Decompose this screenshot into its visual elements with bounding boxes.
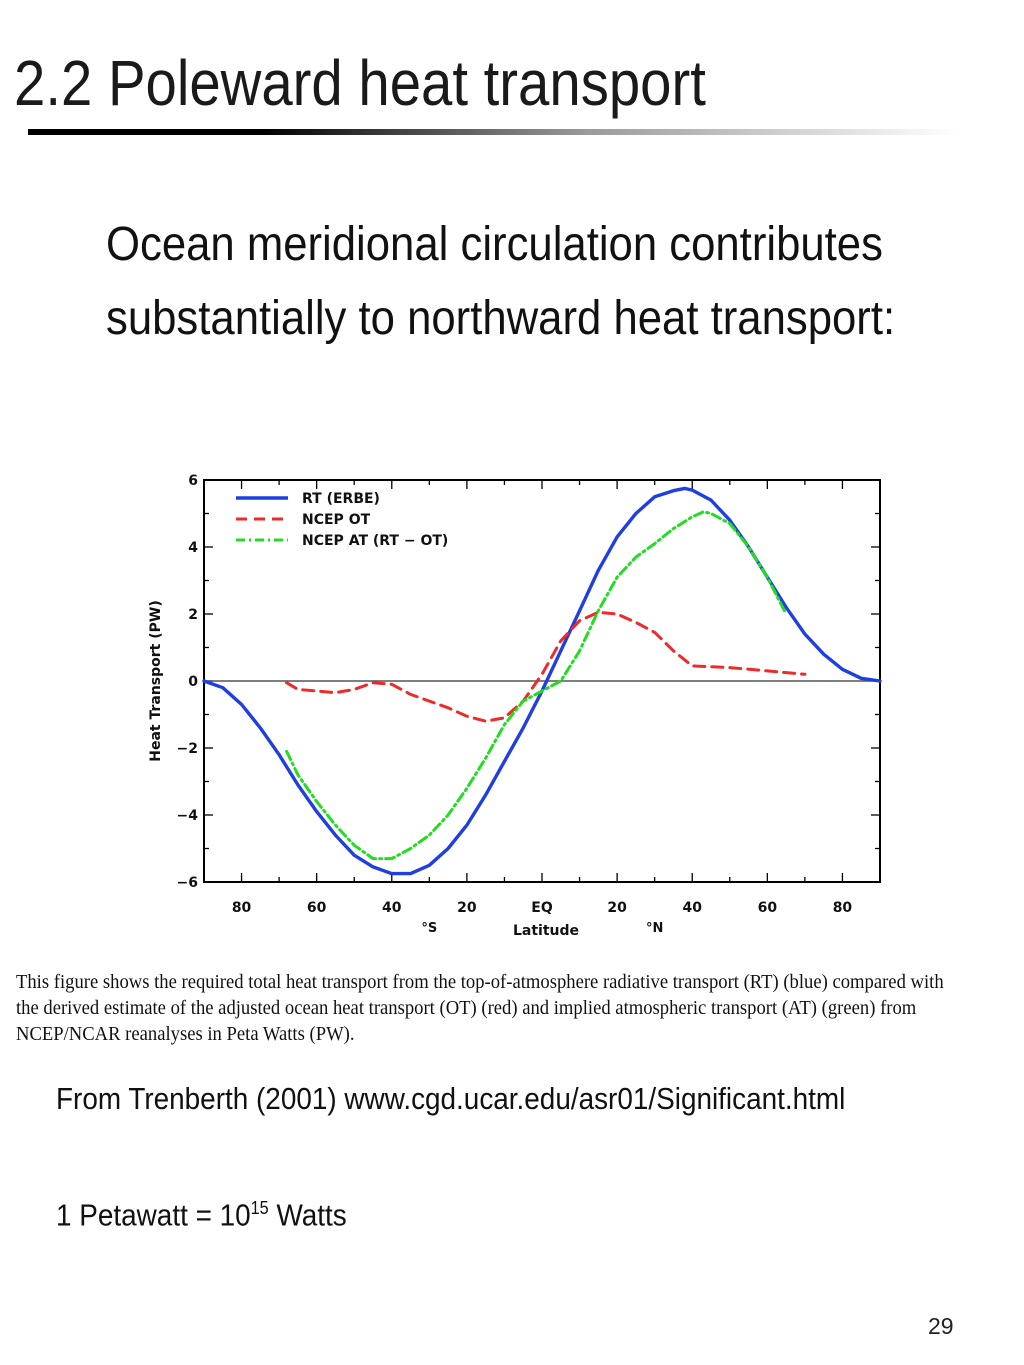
x-axis-label: Latitude <box>513 923 579 939</box>
y-tick-label: −4 <box>177 808 199 824</box>
x-tick-label: 60 <box>758 900 778 916</box>
x-tick-label: EQ <box>531 900 553 916</box>
x-tick-label: 40 <box>382 900 402 916</box>
title-underline <box>28 129 958 135</box>
hemisphere-label: °S <box>421 921 437 936</box>
legend-label: NCEP AT (RT − OT) <box>302 533 448 549</box>
legend-label: NCEP OT <box>302 512 371 528</box>
y-axis-label: Heat Transport (PW) <box>148 600 164 762</box>
x-tick-label: 40 <box>682 900 702 916</box>
y-tick-label: 6 <box>188 473 198 489</box>
x-tick-label: 20 <box>457 900 477 916</box>
unit-note-prefix: 1 Petawatt = 10 <box>56 1197 251 1233</box>
series-line-3 <box>285 510 788 861</box>
x-tick-label: 20 <box>607 900 627 916</box>
slide-title: 2.2 Poleward heat transport <box>14 47 706 119</box>
legend-label: RT (ERBE) <box>302 491 380 507</box>
y-tick-label: −6 <box>177 875 198 891</box>
source-citation: From Trenberth (2001) www.cgd.ucar.edu/a… <box>56 1081 846 1116</box>
figure-caption: This figure shows the required total hea… <box>16 972 944 1045</box>
x-tick-label: 60 <box>307 900 327 916</box>
x-tick-label: 80 <box>232 900 252 916</box>
unit-note-exponent: 15 <box>250 1198 269 1218</box>
x-tick-label: 80 <box>833 900 853 916</box>
y-tick-label: 4 <box>188 540 198 556</box>
series-line-2 <box>285 610 807 723</box>
heat-transport-chart: 80 60 40 20 EQ 20 40 60 80 −6 −4 −2 0 2 4 6 °S °N Latitude… <box>148 473 882 939</box>
intro-text: Ocean meridional circulation contributes… <box>106 218 896 345</box>
page-number: 29 <box>928 1313 954 1339</box>
plot-area: 80 60 40 20 EQ 20 40 60 80 −6 −4 −2 0 2 4 6 °S °N Latitude… <box>148 473 882 939</box>
y-tick-label: 0 <box>188 674 198 690</box>
y-tick-label: −2 <box>177 741 198 757</box>
y-tick-label: 2 <box>188 607 198 623</box>
unit-note-suffix: Watts <box>268 1197 347 1233</box>
unit-note: 1 Petawatt = 1015 Watts <box>56 1188 347 1235</box>
hemisphere-label: °N <box>646 921 663 936</box>
